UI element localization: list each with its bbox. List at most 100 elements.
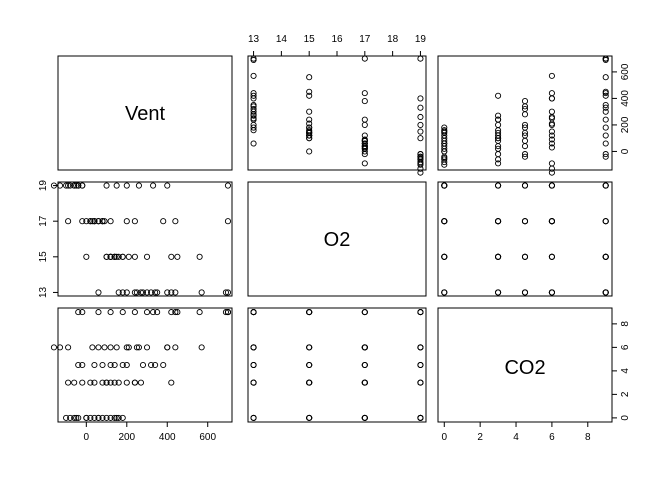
data-point-co2-vs-vent [65, 344, 72, 351]
data-point-co2-vs-vent [83, 414, 90, 421]
tick-label-top-o2: 18 [387, 34, 399, 45]
data-point-co2-vs-vent [75, 361, 82, 369]
data-point-vent-vs-o2 [306, 108, 313, 115]
data-point-o2-vs-vent [174, 253, 181, 260]
data-point-co2-vs-vent [113, 414, 120, 421]
data-point-o2-vs-vent [131, 289, 138, 296]
data-point-vent-vs-o2 [306, 92, 313, 99]
data-point-co2-vs-vent [131, 379, 138, 386]
tick-label-bottom-vent: 400 [159, 432, 176, 443]
data-point-o2-vs-vent [123, 218, 130, 225]
data-point-co2-vs-vent [115, 379, 122, 386]
data-point-o2-vs-vent [164, 182, 171, 189]
data-point-co2-vs-o2 [417, 379, 424, 386]
data-point-co2-vs-vent [172, 344, 179, 351]
data-point-o2-vs-co2 [495, 289, 502, 296]
tick-label-right-co2: 2 [620, 391, 631, 397]
data-point-o2-vs-vent [113, 182, 120, 189]
data-point-o2-vs-vent [224, 182, 231, 189]
data-point-vent-vs-o2 [417, 165, 424, 172]
data-point-vent-vs-co2 [602, 153, 609, 160]
data-point-o2-vs-vent [107, 218, 114, 225]
data-point-o2-vs-vent [103, 253, 110, 260]
panel-vent-o2-row2-frame [57, 181, 233, 297]
data-point-vent-vs-co2 [548, 144, 555, 151]
data-point-o2-vs-vent [123, 289, 130, 296]
tick-label-top-o2: 16 [331, 34, 343, 45]
tick-label-top-o2: 17 [359, 34, 371, 45]
data-point-vent-vs-co2 [548, 72, 555, 79]
data-point-o2-vs-vent [143, 253, 151, 260]
data-point-vent-vs-co2 [602, 102, 609, 109]
data-point-vent-vs-o2 [361, 132, 368, 139]
panel-co2-frame [437, 307, 613, 423]
tick-label-bottom-co2: 6 [549, 432, 555, 443]
data-point-vent-vs-o2 [417, 95, 424, 102]
tick-label-right-co2: 4 [620, 368, 631, 374]
data-point-vent-vs-o2 [417, 169, 424, 176]
data-point-co2-vs-vent [107, 414, 114, 421]
data-point-vent-vs-co2 [441, 124, 448, 131]
data-point-co2-vs-o2 [250, 309, 257, 316]
data-point-o2-vs-vent [224, 289, 231, 296]
data-point-vent-vs-o2 [417, 55, 424, 62]
data-point-co2-vs-vent [111, 414, 118, 421]
data-point-vent-vs-co2 [548, 140, 555, 147]
data-point-co2-vs-vent [89, 344, 96, 351]
data-point-co2-vs-vent [65, 379, 72, 386]
data-point-o2-vs-co2 [495, 182, 502, 189]
tick-label-top-o2: 13 [248, 34, 260, 45]
data-point-co2-vs-vent [107, 379, 114, 386]
data-point-vent-vs-co2 [548, 136, 555, 143]
tick-label-bottom-vent: 600 [199, 432, 216, 443]
data-point-co2-vs-vent [131, 309, 138, 316]
data-point-co2-vs-vent [99, 379, 106, 386]
data-point-o2-vs-vent [63, 182, 70, 189]
data-point-vent-vs-co2 [495, 151, 502, 158]
data-point-vent-vs-co2 [602, 140, 609, 147]
data-point-co2-vs-vent [139, 361, 147, 369]
data-point-vent-vs-o2 [361, 90, 368, 97]
data-point-co2-vs-o2 [361, 361, 368, 369]
data-point-vent-vs-co2 [441, 128, 448, 135]
data-point-co2-vs-o2 [417, 361, 424, 369]
data-point-co2-vs-o2 [250, 361, 257, 369]
data-point-o2-vs-vent [164, 289, 171, 296]
data-point-vent-vs-o2 [306, 74, 313, 81]
data-point-co2-vs-vent [103, 414, 110, 421]
data-point-vent-vs-co2 [602, 124, 609, 131]
data-point-vent-vs-co2 [521, 105, 529, 113]
data-point-vent-vs-o2 [361, 136, 368, 143]
data-point-o2-vs-vent [83, 253, 90, 260]
data-point-co2-vs-vent [123, 361, 130, 369]
data-point-o2-vs-vent [196, 253, 203, 260]
data-point-o2-vs-vent [65, 218, 72, 225]
data-point-o2-vs-vent [154, 289, 161, 296]
data-point-o2-vs-vent [91, 218, 98, 225]
tick-label-top-o2: 14 [276, 34, 288, 45]
data-point-co2-vs-vent [50, 344, 58, 351]
data-point-co2-vs-o2 [306, 414, 313, 421]
data-point-vent-vs-o2 [361, 121, 368, 128]
data-point-co2-vs-o2 [250, 414, 257, 421]
data-point-o2-vs-vent [99, 218, 106, 225]
data-point-co2-vs-vent [222, 309, 229, 316]
data-point-vent-vs-co2 [521, 137, 529, 144]
data-point-vent-vs-o2 [250, 105, 257, 113]
data-point-vent-vs-o2 [417, 104, 424, 111]
data-point-co2-vs-o2 [306, 361, 313, 369]
tick-label-bottom-co2: 8 [585, 432, 591, 443]
data-point-o2-vs-vent [150, 182, 157, 189]
tick-label-right-co2: 0 [620, 415, 631, 421]
data-point-o2-vs-vent [224, 218, 231, 225]
data-point-vent-vs-o2 [361, 160, 368, 167]
data-point-vent-vs-o2 [250, 55, 257, 62]
data-point-vent-vs-co2 [521, 121, 529, 128]
data-point-o2-vs-co2 [602, 218, 609, 225]
data-point-o2-vs-vent [119, 253, 126, 260]
data-point-co2-vs-vent [73, 414, 80, 421]
data-point-o2-vs-co2 [521, 182, 529, 189]
data-point-co2-vs-vent [160, 361, 167, 369]
data-point-o2-vs-vent [113, 253, 120, 260]
